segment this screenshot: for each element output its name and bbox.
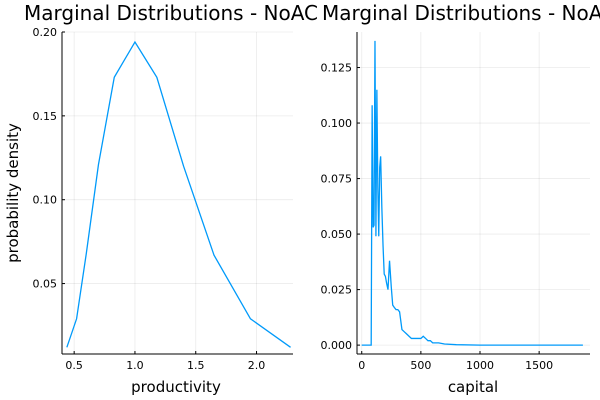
chart-productivity: Marginal Distributions - NoAC 0.5 1.0 1.5 2… <box>4 1 318 396</box>
gridlines-capital <box>357 32 590 354</box>
y-tick-label: 0.15 <box>33 110 58 123</box>
x-tick-label: 1.0 <box>126 359 144 372</box>
chart-capital: Marginal Distributions - NoAC 0 500 1000 15… <box>321 1 600 396</box>
y-tick-label: 0.125 <box>321 62 353 75</box>
ticks-capital: 0 500 1000 1500 0.000 0.025 0.050 0.075 0.100 0.1… <box>321 62 554 372</box>
y-axis-label-productivity: probability density <box>4 123 22 263</box>
x-tick-label: 500 <box>410 359 431 372</box>
y-tick-label: 0.05 <box>33 278 58 291</box>
x-tick-label: 1000 <box>466 359 494 372</box>
ticks-productivity: 0.5 1.0 1.5 2.0 0.05 0.10 0.15 0.20 <box>33 26 266 372</box>
y-tick-label: 0.050 <box>321 228 353 241</box>
chart-title-productivity: Marginal Distributions - NoAC <box>24 1 318 25</box>
y-tick-label: 0.100 <box>321 117 353 130</box>
x-tick-label: 1500 <box>525 359 553 372</box>
y-tick-label: 0.000 <box>321 339 353 352</box>
x-tick-label: 0 <box>358 359 365 372</box>
series-line-capital <box>361 40 583 346</box>
y-tick-label: 0.075 <box>321 173 353 186</box>
y-tick-label: 0.025 <box>321 284 353 297</box>
series-line-productivity <box>66 40 291 348</box>
x-axis-label-productivity: productivity <box>131 378 221 396</box>
x-tick-label: 0.5 <box>65 359 83 372</box>
y-tick-label: 0.10 <box>33 194 58 207</box>
gridlines-productivity <box>62 31 293 354</box>
x-axis-label-capital: capital <box>448 378 498 396</box>
x-tick-label: 2.0 <box>248 359 266 372</box>
x-tick-label: 1.5 <box>187 359 205 372</box>
y-tick-label: 0.20 <box>33 26 58 39</box>
chart-title-capital: Marginal Distributions - NoAC <box>322 1 600 25</box>
